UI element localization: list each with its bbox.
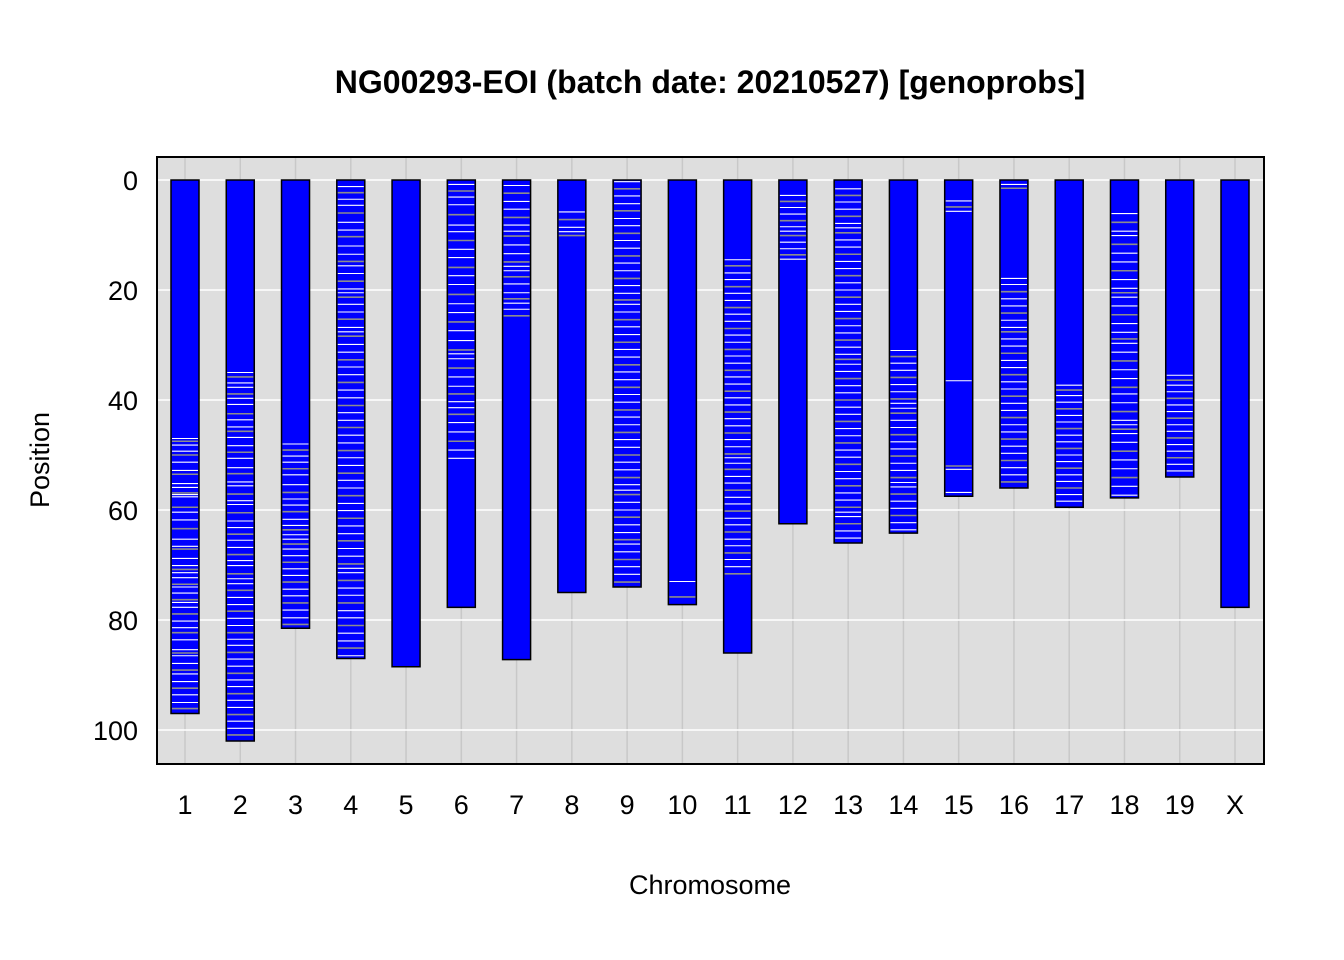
chromosome-outline: [1109, 179, 1140, 499]
x-tick-label: 10: [667, 790, 697, 820]
x-tick-label: 6: [454, 790, 469, 820]
x-tick-label: 8: [564, 790, 579, 820]
chromosome-15: [943, 179, 974, 497]
x-tick-label: 17: [1054, 790, 1084, 820]
chromosome-outline: [1164, 179, 1195, 478]
chromosome-bar: [392, 180, 421, 667]
y-tick-label: 100: [93, 716, 138, 746]
chromosome-outline: [722, 179, 753, 654]
x-tick-label: 16: [999, 790, 1029, 820]
chromosome-bar: [226, 180, 255, 741]
x-tick-label: 4: [343, 790, 358, 820]
chromosome-outline: [170, 179, 200, 715]
y-tick-label: 40: [108, 386, 138, 416]
chromosome-17: [1054, 179, 1084, 508]
y-tick-label: 60: [108, 496, 138, 526]
chromosome-bar: [557, 180, 586, 593]
chromosome-4: [336, 179, 366, 660]
chromosome-outline: [1054, 179, 1084, 508]
chromosome-outline: [1220, 179, 1250, 609]
chromosome-bar: [668, 180, 697, 605]
chromosome-8: [557, 179, 587, 594]
chromosome-outline: [391, 179, 421, 668]
chromosome-outline: [557, 179, 587, 594]
chromosome-3: [280, 179, 311, 629]
x-tick-label: 5: [399, 790, 414, 820]
y-tick-labels: 0 20 40 60 80 100: [93, 166, 138, 746]
chromosome-outline: [336, 179, 366, 660]
chromosome-19: [1164, 179, 1195, 478]
chromosome-bar: [1055, 180, 1084, 508]
x-tick-label: 3: [288, 790, 303, 820]
chromosome-outline: [612, 179, 642, 588]
y-tick-label: 0: [123, 166, 138, 196]
x-tick-label: 18: [1109, 790, 1139, 820]
chromosome-5: [391, 179, 421, 668]
chromosome-outline: [778, 179, 808, 525]
chromosome-bar: [336, 180, 365, 659]
plot-border: [156, 156, 1265, 765]
chromosome-13: [833, 179, 863, 544]
chart-title: NG00293-EOI (batch date: 20210527) [geno…: [335, 64, 1085, 100]
x-tick-label: 1: [177, 790, 192, 820]
x-tick-label: 13: [833, 790, 863, 820]
x-tick-label: 7: [509, 790, 524, 820]
chromosome-outline: [446, 179, 477, 609]
chromosome-2: [225, 179, 256, 742]
chromosome-bar: [999, 180, 1028, 488]
y-tick-label: 80: [108, 606, 138, 636]
plot-panel: [157, 157, 1264, 764]
y-tick-label: 20: [108, 276, 138, 306]
x-tick-label: 14: [888, 790, 918, 820]
x-tick-label: 12: [778, 790, 808, 820]
chromosome-18: [1109, 179, 1140, 499]
chromosome-x: [1220, 179, 1250, 609]
chromosome-11: [722, 179, 753, 654]
chromosome-6: [446, 179, 477, 609]
chromosome-outline: [833, 179, 863, 544]
chromosome-bar: [723, 180, 752, 653]
chromosome-14: [888, 179, 919, 534]
x-tick-label: 15: [944, 790, 974, 820]
chromosome-bar: [778, 180, 807, 524]
chromosome-16: [999, 179, 1029, 489]
chromosome-bars: [170, 179, 1250, 742]
chromosome-9: [612, 179, 642, 588]
chromosome-bar: [1221, 180, 1249, 608]
chromosome-outline: [999, 179, 1029, 489]
x-tick-label: 9: [620, 790, 635, 820]
chromosome-12: [778, 179, 808, 525]
chromosome-outline: [280, 179, 311, 629]
x-tick-label: 11: [724, 790, 752, 820]
x-tick-label: 19: [1165, 790, 1195, 820]
chromosome-outline: [888, 179, 919, 534]
y-axis-label: Position: [25, 412, 55, 508]
chromosome-outline: [943, 179, 974, 497]
x-tick-label: 2: [233, 790, 248, 820]
x-tick-labels: 1 2 3 4 5 6 7 8 9 10 11 12 13 14 15 16 17 18 19 X: [177, 790, 1244, 820]
chromosome-bar: [171, 180, 199, 714]
chromosome-bar: [944, 180, 973, 497]
chromosome-outline: [667, 179, 698, 606]
chromosome-outline: [225, 179, 256, 742]
chromosome-bar: [1165, 180, 1194, 477]
x-axis-label: Chromosome: [629, 870, 791, 900]
x-tick-label: X: [1226, 790, 1244, 820]
chromosome-outline: [501, 179, 532, 661]
chromosome-7: [501, 179, 532, 661]
chromosome-bar: [834, 180, 863, 543]
chromosome-1: [170, 179, 200, 715]
chromosome-10: [667, 179, 698, 606]
chromosome-bar: [502, 180, 531, 660]
chromosome-bar: [281, 180, 310, 629]
